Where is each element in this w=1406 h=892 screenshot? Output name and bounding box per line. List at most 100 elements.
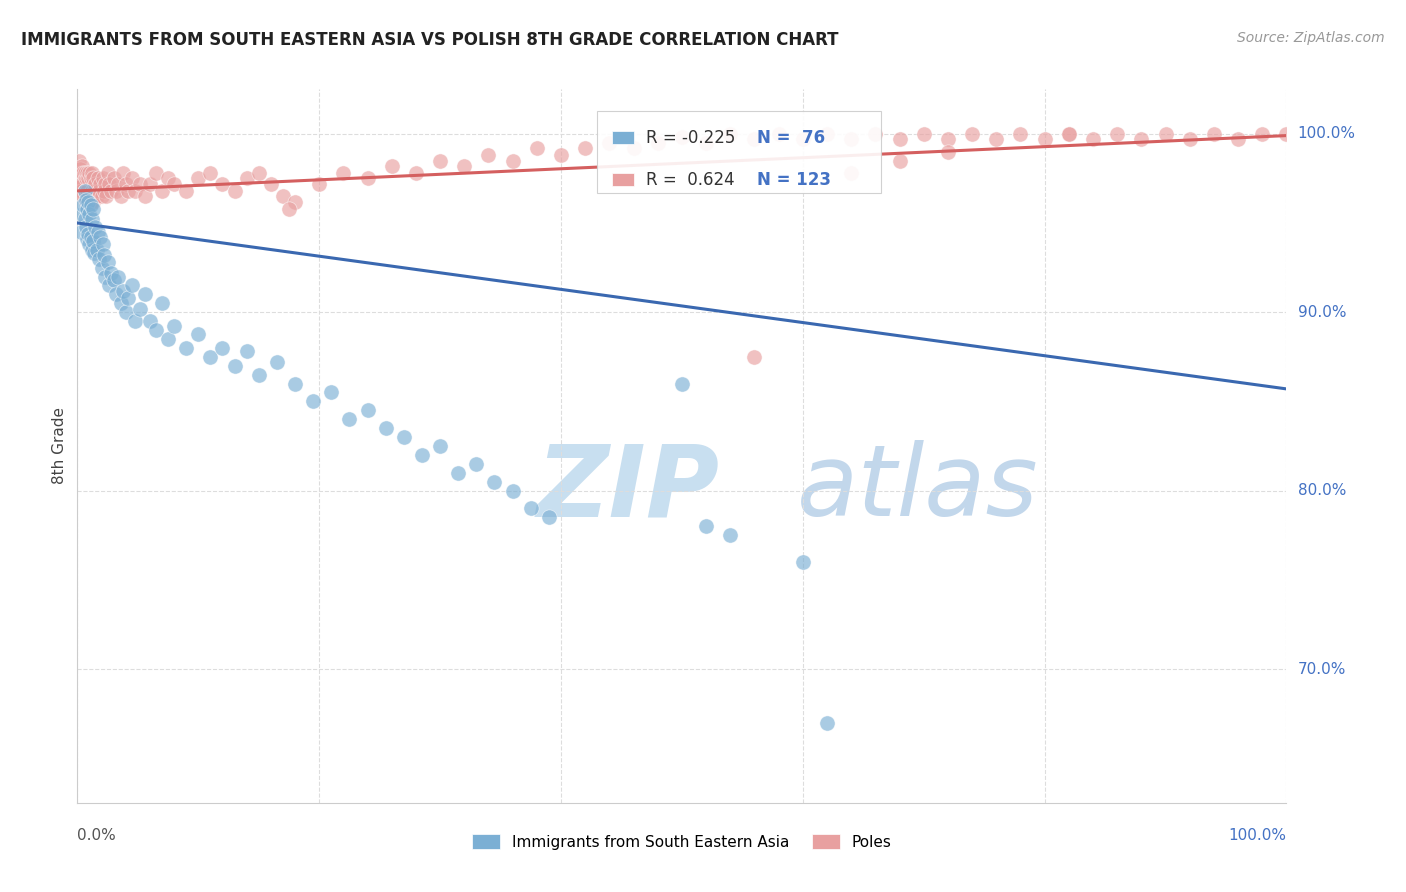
- Point: [139, 314, 162, 328]
- Point: [75, 194, 97, 209]
- Point: [93, 248, 115, 262]
- Point: [405, 166, 427, 180]
- Point: [936, 145, 959, 159]
- Point: [107, 177, 129, 191]
- FancyBboxPatch shape: [612, 173, 634, 186]
- Point: [80, 184, 103, 198]
- Text: 90.0%: 90.0%: [1298, 305, 1346, 319]
- Point: [93, 184, 115, 198]
- Point: [100, 184, 122, 198]
- Point: [82, 202, 104, 216]
- Text: R = -0.225: R = -0.225: [645, 128, 735, 146]
- Point: [502, 153, 524, 168]
- Point: [76, 184, 98, 198]
- Point: [72, 198, 94, 212]
- Text: Source: ZipAtlas.com: Source: ZipAtlas.com: [1237, 31, 1385, 45]
- Point: [278, 202, 301, 216]
- Point: [247, 368, 270, 382]
- Point: [124, 184, 146, 198]
- Point: [224, 184, 246, 198]
- Point: [453, 159, 475, 173]
- Point: [112, 284, 135, 298]
- Point: [1057, 127, 1080, 141]
- Point: [792, 132, 814, 146]
- Point: [211, 341, 233, 355]
- Text: IMMIGRANTS FROM SOUTH EASTERN ASIA VS POLISH 8TH GRADE CORRELATION CHART: IMMIGRANTS FROM SOUTH EASTERN ASIA VS PO…: [21, 31, 838, 49]
- Point: [411, 448, 433, 462]
- Point: [1107, 127, 1129, 141]
- Text: 70.0%: 70.0%: [1298, 662, 1346, 676]
- Point: [429, 439, 451, 453]
- Point: [89, 230, 111, 244]
- Point: [69, 180, 91, 194]
- Point: [107, 269, 129, 284]
- Text: 100.0%: 100.0%: [1298, 127, 1355, 141]
- Point: [103, 171, 125, 186]
- Point: [271, 189, 294, 203]
- FancyBboxPatch shape: [598, 111, 882, 193]
- Point: [79, 171, 101, 186]
- Point: [671, 376, 693, 391]
- Point: [815, 127, 838, 141]
- Point: [70, 177, 93, 191]
- Point: [139, 177, 162, 191]
- Point: [145, 323, 167, 337]
- Point: [89, 177, 111, 191]
- Point: [121, 171, 143, 186]
- Point: [84, 219, 107, 234]
- Point: [72, 166, 94, 180]
- Text: N =  76: N = 76: [756, 128, 825, 146]
- Point: [502, 483, 524, 498]
- Point: [134, 287, 156, 301]
- Point: [200, 350, 222, 364]
- Point: [936, 132, 959, 146]
- Point: [526, 141, 548, 155]
- Point: [70, 166, 93, 180]
- Point: [744, 132, 766, 146]
- Point: [200, 166, 222, 180]
- Point: [695, 519, 717, 533]
- Point: [79, 198, 101, 212]
- Point: [598, 136, 620, 150]
- Point: [83, 246, 105, 260]
- Point: [174, 341, 197, 355]
- Point: [224, 359, 246, 373]
- Point: [768, 127, 790, 141]
- Point: [80, 243, 103, 257]
- Point: [86, 189, 108, 203]
- Point: [744, 350, 766, 364]
- Point: [134, 189, 156, 203]
- Point: [79, 194, 101, 209]
- Point: [72, 189, 94, 203]
- Point: [839, 132, 862, 146]
- Text: 100.0%: 100.0%: [1229, 828, 1286, 843]
- Point: [1275, 127, 1298, 141]
- Point: [235, 171, 257, 186]
- Point: [308, 177, 330, 191]
- Point: [77, 227, 100, 241]
- Point: [1227, 132, 1250, 146]
- Text: 80.0%: 80.0%: [1298, 483, 1346, 498]
- Point: [1057, 127, 1080, 141]
- Text: R =  0.624: R = 0.624: [645, 171, 734, 189]
- Point: [332, 166, 354, 180]
- Point: [86, 243, 108, 257]
- FancyBboxPatch shape: [612, 131, 634, 145]
- Point: [889, 132, 911, 146]
- Point: [67, 171, 90, 186]
- Point: [889, 153, 911, 168]
- Point: [150, 184, 173, 198]
- Point: [695, 136, 717, 150]
- Point: [129, 177, 152, 191]
- Point: [247, 166, 270, 180]
- Point: [87, 252, 110, 266]
- Point: [82, 234, 104, 248]
- Point: [429, 153, 451, 168]
- Point: [94, 177, 117, 191]
- Point: [70, 207, 93, 221]
- Point: [718, 127, 741, 141]
- Point: [374, 421, 396, 435]
- Point: [70, 184, 93, 198]
- Point: [157, 171, 180, 186]
- Point: [260, 177, 283, 191]
